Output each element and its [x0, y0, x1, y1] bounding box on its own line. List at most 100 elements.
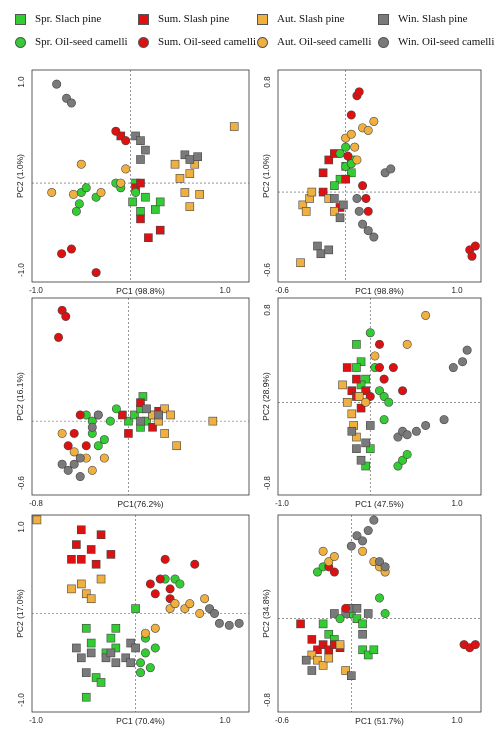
x-tick-label: 1.0 — [219, 716, 231, 725]
point-spr-slash-pine — [324, 629, 334, 639]
point-win-oil-seed — [421, 420, 431, 430]
plot-frame — [277, 297, 482, 496]
point-win-oil-seed — [87, 422, 97, 432]
point-sum-oil-seed — [467, 251, 477, 261]
point-win-oil-seed — [411, 426, 421, 436]
point-aut-slash-pine — [195, 190, 204, 199]
point-sum-oil-seed — [54, 332, 64, 342]
point-sum-slash-pine — [67, 555, 76, 564]
point-spr-oil-seed — [335, 614, 345, 624]
point-win-slash-pine — [142, 404, 151, 414]
point-sum-slash-pine — [347, 386, 357, 396]
point-sum-oil-seed — [63, 441, 73, 451]
point-aut-oil-seed — [150, 623, 160, 633]
point-win-slash-pine — [335, 213, 345, 223]
point-win-oil-seed — [214, 618, 224, 628]
point-aut-slash-pine — [67, 584, 76, 594]
point-win-oil-seed — [369, 515, 379, 525]
legend-label-spr-slash-pine: Spr. Slach pine — [35, 13, 102, 25]
legend-marker-spr-slash-pine — [15, 14, 26, 25]
point-win-slash-pine — [126, 638, 135, 648]
point-spr-oil-seed — [105, 416, 115, 426]
point-aut-slash-pine — [86, 594, 96, 604]
point-spr-slash-pine — [111, 623, 121, 633]
point-spr-slash-pine — [130, 410, 139, 420]
point-spr-oil-seed — [111, 404, 121, 414]
legend-label-aut-slash-pine: Aut. Slash pine — [277, 13, 345, 25]
x-axis-label: PC1 (70.4%) — [116, 716, 165, 726]
point-win-oil-seed — [93, 410, 103, 420]
point-win-slash-pine — [101, 653, 111, 663]
point-sum-oil-seed — [150, 589, 160, 599]
point-spr-slash-pine — [141, 192, 150, 202]
point-spr-slash-pine — [150, 205, 160, 214]
point-win-oil-seed — [439, 415, 449, 425]
legend-marker-win-slash-pine — [378, 14, 389, 25]
x-tick-label: -1.0 — [29, 716, 43, 725]
point-win-slash-pine — [324, 245, 334, 255]
y-tick-label: 0.8 — [263, 304, 272, 316]
point-aut-oil-seed — [185, 599, 195, 609]
point-win-slash-pine — [330, 609, 339, 618]
point-win-slash-pine — [72, 643, 81, 653]
point-sum-slash-pine — [136, 214, 145, 224]
point-aut-oil-seed — [47, 187, 57, 197]
x-tick-label: -1.0 — [29, 286, 43, 295]
x-tick-label: -0.6 — [275, 286, 289, 295]
point-sum-oil-seed — [374, 339, 384, 349]
point-win-slash-pine — [361, 438, 370, 448]
point-spr-slash-pine — [81, 623, 91, 633]
legend-marker-aut-oil-seed — [257, 37, 268, 48]
point-win-slash-pine — [352, 604, 362, 613]
point-win-oil-seed — [63, 465, 73, 475]
point-sum-oil-seed — [346, 110, 356, 120]
point-win-oil-seed — [209, 608, 219, 618]
point-win-slash-pine — [356, 455, 366, 465]
point-sum-oil-seed — [66, 244, 76, 254]
point-win-oil-seed — [224, 620, 234, 630]
point-win-oil-seed — [402, 430, 412, 440]
point-win-oil-seed — [462, 345, 472, 355]
point-sum-oil-seed — [470, 241, 480, 251]
legend: Spr. Slach pine Sum. Slash pine Aut. Sla… — [0, 0, 500, 60]
point-sum-slash-pine — [356, 403, 366, 413]
point-win-slash-pine — [363, 609, 373, 618]
point-win-slash-pine — [81, 668, 91, 677]
point-sum-slash-pine — [77, 525, 86, 535]
point-aut-oil-seed — [200, 594, 210, 604]
point-aut-oil-seed — [358, 546, 368, 556]
point-spr-oil-seed — [136, 668, 146, 678]
point-win-oil-seed — [234, 618, 244, 628]
point-sum-oil-seed — [190, 559, 200, 569]
point-aut-oil-seed — [369, 116, 379, 126]
point-aut-oil-seed — [421, 310, 431, 320]
point-win-slash-pine — [131, 131, 140, 141]
y-axis-label: PC2 (1.0%) — [15, 154, 25, 198]
point-sum-slash-pine — [96, 530, 106, 540]
y-tick-label: -0.8 — [263, 693, 272, 707]
point-aut-slash-pine — [229, 122, 239, 131]
x-tick-label: 1.0 — [219, 286, 231, 295]
point-aut-slash-pine — [180, 188, 190, 197]
point-win-oil-seed — [448, 363, 458, 373]
point-aut-oil-seed — [363, 125, 373, 135]
point-aut-oil-seed — [352, 155, 362, 165]
point-aut-slash-pine — [208, 416, 218, 426]
point-win-slash-pine — [365, 421, 375, 430]
point-aut-slash-pine — [335, 640, 345, 649]
x-tick-label: -1.0 — [275, 499, 289, 508]
point-sum-oil-seed — [388, 363, 398, 373]
pca-panel-1: -1.0 1.0 1.0 -1.0 PC1 (98.8%) PC2 (1.0%) — [15, 69, 250, 296]
point-spr-oil-seed — [380, 608, 390, 618]
point-aut-slash-pine — [160, 404, 169, 414]
point-win-oil-seed — [369, 232, 379, 242]
point-spr-slash-pine — [136, 207, 145, 216]
point-win-slash-pine — [180, 150, 190, 160]
point-spr-oil-seed — [150, 643, 160, 653]
point-spr-slash-pine — [330, 181, 339, 190]
point-win-slash-pine — [316, 249, 326, 259]
point-spr-oil-seed — [74, 199, 84, 209]
point-win-slash-pine — [86, 648, 96, 658]
point-aut-oil-seed — [87, 465, 97, 475]
